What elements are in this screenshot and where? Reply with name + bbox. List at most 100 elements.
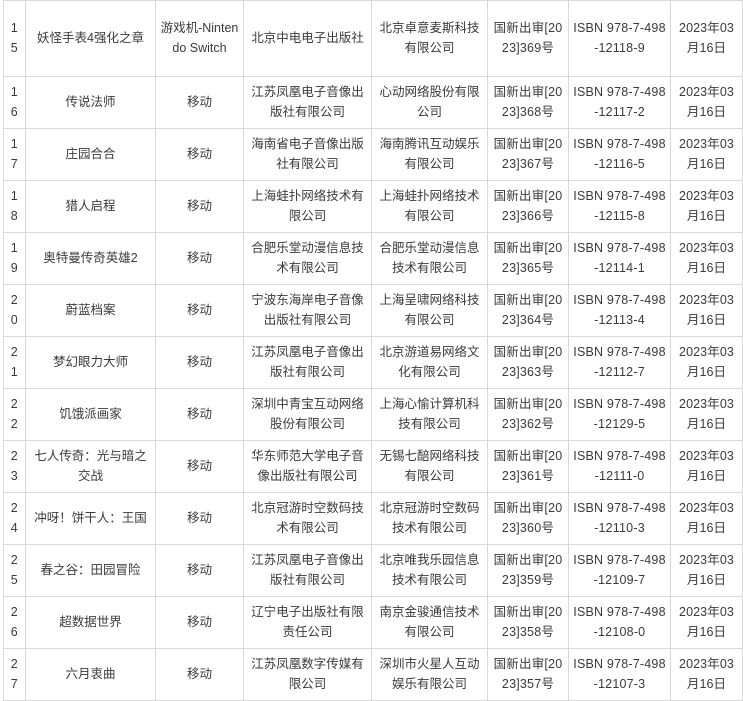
cell-operator: 上海蛙扑网络技术有限公司 — [371, 180, 488, 233]
cell-approval: 国新出审[2023]365号 — [487, 232, 569, 285]
cell-isbn: ISBN 978-7-498-12129-5 — [568, 388, 671, 441]
cell-approval: 国新出审[2023]368号 — [487, 76, 569, 129]
table-row: 25 春之谷：田园冒险 移动 江苏凤凰电子音像出版社有限公司 北京唯我乐园信息技术有限公… — [3, 544, 743, 597]
cell-approval: 国新出审[2023]364号 — [487, 284, 569, 337]
cell-platform: 移动 — [155, 232, 244, 285]
cell-title: 妖怪手表4强化之章 — [25, 0, 156, 77]
cell-date: 2023年03月16日 — [670, 544, 743, 597]
cell-isbn: ISBN 978-7-498-12107-3 — [568, 648, 671, 701]
cell-date: 2023年03月16日 — [670, 336, 743, 389]
cell-platform: 移动 — [155, 648, 244, 701]
cell-operator: 心动网络股份有限公司 — [371, 76, 488, 129]
cell-title: 七人传奇：光与暗之交战 — [25, 440, 156, 493]
cell-index: 26 — [3, 596, 26, 649]
cell-isbn: ISBN 978-7-498-12114-1 — [568, 232, 671, 285]
cell-date: 2023年03月16日 — [670, 440, 743, 493]
cell-operator: 北京唯我乐园信息技术有限公司 — [371, 544, 488, 597]
cell-approval: 国新出审[2023]367号 — [487, 128, 569, 181]
cell-operator: 合肥乐堂动漫信息技术有限公司 — [371, 232, 488, 285]
cell-title: 蔚蓝档案 — [25, 284, 156, 337]
cell-approval: 国新出审[2023]362号 — [487, 388, 569, 441]
cell-index: 25 — [3, 544, 26, 597]
cell-publisher: 合肥乐堂动漫信息技术有限公司 — [243, 232, 372, 285]
cell-index: 23 — [3, 440, 26, 493]
cell-title: 奥特曼传奇英雄2 — [25, 232, 156, 285]
cell-publisher: 北京中电电子出版社 — [243, 0, 372, 77]
table-row: 15 妖怪手表4强化之章 游戏机-Nintendo Switch 北京中电电子出版社北… — [3, 0, 743, 77]
cell-title: 冲呀！饼干人：王国 — [25, 492, 156, 545]
cell-index: 15 — [3, 0, 26, 77]
cell-platform: 移动 — [155, 596, 244, 649]
cell-publisher: 江苏凤凰电子音像出版社有限公司 — [243, 336, 372, 389]
cell-approval: 国新出审[2023]360号 — [487, 492, 569, 545]
cell-operator: 上海呈啸网络科技有限公司 — [371, 284, 488, 337]
cell-index: 19 — [3, 232, 26, 285]
cell-title: 春之谷：田园冒险 — [25, 544, 156, 597]
table-row: 19 奥特曼传奇英雄2 移动 合肥乐堂动漫信息技术有限公司 合肥乐堂动漫信息技术有限公司… — [3, 232, 743, 285]
table-row: 22 饥饿派画家 移动 深圳中青宝互动网络股份有限公司 上海心愉计算机科技有限公司 国新出… — [3, 388, 743, 441]
cell-platform: 移动 — [155, 492, 244, 545]
cell-platform: 移动 — [155, 76, 244, 129]
cell-index: 22 — [3, 388, 26, 441]
cell-publisher: 辽宁电子出版社有限责任公司 — [243, 596, 372, 649]
cell-operator: 北京卓意麦斯科技有限公司 — [371, 0, 488, 77]
cell-approval: 国新出审[2023]357号 — [487, 648, 569, 701]
table-row: 21 梦幻眼力大师 移动 江苏凤凰电子音像出版社有限公司 北京游道易网络文化有限公司 国新… — [3, 336, 743, 389]
cell-isbn: ISBN 978-7-498-12111-0 — [568, 440, 671, 493]
cell-isbn: ISBN 978-7-498-12117-2 — [568, 76, 671, 129]
cell-index: 18 — [3, 180, 26, 233]
table-body: 15 妖怪手表4强化之章 游戏机-Nintendo Switch 北京中电电子出版社北… — [3, 0, 743, 701]
cell-approval: 国新出审[2023]369号 — [487, 0, 569, 77]
cell-title: 超数据世界 — [25, 596, 156, 649]
cell-platform: 移动 — [155, 544, 244, 597]
cell-index: 27 — [3, 648, 26, 701]
cell-operator: 上海心愉计算机科技有限公司 — [371, 388, 488, 441]
cell-date: 2023年03月16日 — [670, 0, 743, 77]
cell-isbn: ISBN 978-7-498-12110-3 — [568, 492, 671, 545]
cell-isbn: ISBN 978-7-498-12116-5 — [568, 128, 671, 181]
table-row: 20 蔚蓝档案 移动 宁波东海岸电子音像出版社有限公司 上海呈啸网络科技有限公司 国新出审… — [3, 284, 743, 337]
table-row: 16 传说法师 移动 江苏凤凰电子音像出版社有限公司 心动网络股份有限公司 国新出审[20… — [3, 76, 743, 129]
cell-publisher: 宁波东海岸电子音像出版社有限公司 — [243, 284, 372, 337]
cell-date: 2023年03月16日 — [670, 648, 743, 701]
cell-isbn: ISBN 978-7-498-12109-7 — [568, 544, 671, 597]
cell-publisher: 上海蛙扑网络技术有限公司 — [243, 180, 372, 233]
cell-isbn: ISBN 978-7-498-12108-0 — [568, 596, 671, 649]
cell-publisher: 华东师范大学电子音像出版社有限公司 — [243, 440, 372, 493]
cell-title: 梦幻眼力大师 — [25, 336, 156, 389]
cell-operator: 海南腾讯互动娱乐有限公司 — [371, 128, 488, 181]
cell-title: 传说法师 — [25, 76, 156, 129]
cell-operator: 南京金骏通信技术有限公司 — [371, 596, 488, 649]
cell-date: 2023年03月16日 — [670, 232, 743, 285]
cell-platform: 移动 — [155, 336, 244, 389]
cell-platform: 移动 — [155, 440, 244, 493]
cell-index: 24 — [3, 492, 26, 545]
table-row: 23 七人传奇：光与暗之交战 移动 华东师范大学电子音像出版社有限公司 无锡七醅网络科技… — [3, 440, 743, 493]
cell-approval: 国新出审[2023]363号 — [487, 336, 569, 389]
cell-index: 17 — [3, 128, 26, 181]
cell-platform: 移动 — [155, 388, 244, 441]
table-row: 24 冲呀！饼干人：王国 移动 北京冠游时空数码技术有限公司 北京冠游时空数码技术有限公… — [3, 492, 743, 545]
cell-publisher: 海南省电子音像出版社有限公司 — [243, 128, 372, 181]
cell-title: 庄园合合 — [25, 128, 156, 181]
cell-approval: 国新出审[2023]366号 — [487, 180, 569, 233]
cell-publisher: 江苏凤凰电子音像出版社有限公司 — [243, 76, 372, 129]
cell-index: 16 — [3, 76, 26, 129]
table-row: 26 超数据世界 移动 辽宁电子出版社有限责任公司 南京金骏通信技术有限公司 国新出审[2… — [3, 596, 743, 649]
cell-publisher: 北京冠游时空数码技术有限公司 — [243, 492, 372, 545]
cell-index: 21 — [3, 336, 26, 389]
cell-title: 猎人启程 — [25, 180, 156, 233]
cell-isbn: ISBN 978-7-498-12118-9 — [568, 0, 671, 77]
cell-approval: 国新出审[2023]361号 — [487, 440, 569, 493]
cell-title: 饥饿派画家 — [25, 388, 156, 441]
cell-approval: 国新出审[2023]358号 — [487, 596, 569, 649]
cell-date: 2023年03月16日 — [670, 284, 743, 337]
cell-date: 2023年03月16日 — [670, 388, 743, 441]
cell-isbn: ISBN 978-7-498-12112-7 — [568, 336, 671, 389]
cell-index: 20 — [3, 284, 26, 337]
table-row: 17 庄园合合 移动 海南省电子音像出版社有限公司 海南腾讯互动娱乐有限公司 国新出审[2… — [3, 128, 743, 181]
cell-operator: 北京游道易网络文化有限公司 — [371, 336, 488, 389]
cell-title: 六月衷曲 — [25, 648, 156, 701]
cell-publisher: 江苏凤凰数字传媒有限公司 — [243, 648, 372, 701]
cell-operator: 无锡七醅网络科技有限公司 — [371, 440, 488, 493]
